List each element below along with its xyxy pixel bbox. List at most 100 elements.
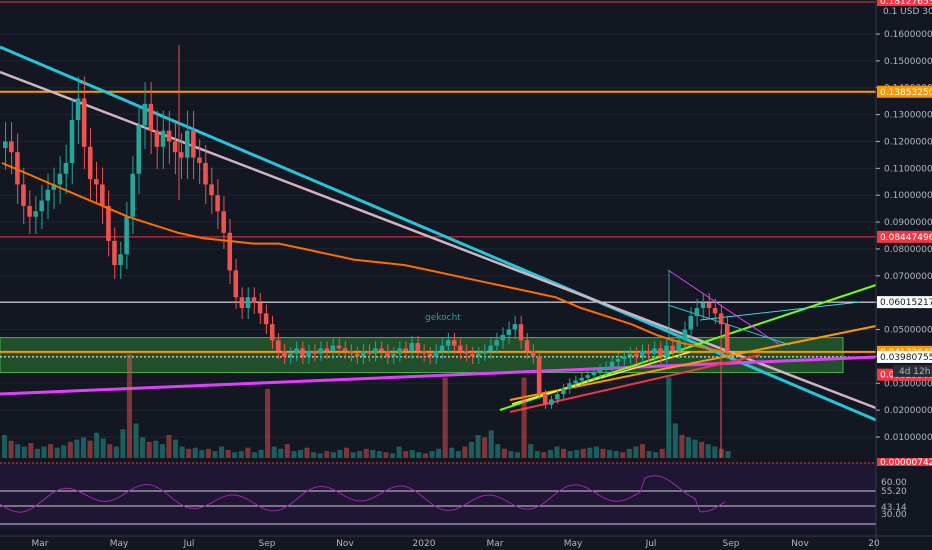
volume-bar — [607, 449, 613, 458]
volume-bar — [462, 446, 468, 458]
candle-body — [57, 173, 63, 185]
candle-body — [215, 195, 220, 212]
volume-bar — [48, 444, 54, 458]
volume-bar — [225, 449, 231, 458]
candle-body — [27, 205, 32, 217]
candle-body — [615, 359, 621, 362]
x-tick-label: 2020 — [413, 539, 436, 549]
candle-body — [373, 348, 378, 354]
candle-body — [579, 377, 584, 381]
candle-body — [627, 353, 633, 357]
candle-body — [458, 345, 463, 352]
candle-body — [197, 157, 202, 163]
candle-body — [100, 184, 105, 206]
candle-body — [124, 216, 129, 255]
candle-body — [585, 375, 590, 378]
candle-body — [300, 348, 305, 357]
volume-bar — [304, 447, 310, 458]
gekocht-annotation: gekocht — [425, 313, 461, 323]
price-tags: 0.138532500.084474960.060152170.04172649… — [877, 85, 932, 520]
volume-bar — [120, 429, 126, 458]
volume-bar — [659, 448, 665, 458]
candle-body — [549, 399, 554, 405]
volume-bar — [159, 444, 165, 458]
volume-bar — [475, 435, 481, 458]
volume-bar — [284, 444, 290, 458]
volume-bar — [61, 445, 67, 458]
volume-bar — [245, 447, 251, 458]
candle-body — [63, 162, 69, 174]
candle-body — [664, 345, 669, 357]
candle-body — [94, 179, 99, 185]
candle-body — [112, 240, 117, 266]
x-tick-label: Nov — [336, 539, 354, 549]
volume-bar — [126, 354, 133, 458]
rsi-line-layer — [0, 475, 726, 513]
candle-body — [403, 348, 408, 352]
candle-body — [494, 340, 499, 346]
ema-line-layer — [1, 162, 733, 355]
candle-body — [591, 372, 597, 376]
volume-bar — [528, 444, 534, 458]
candle-body — [391, 353, 396, 357]
candle-body — [445, 340, 451, 346]
x-tick-label: Sep — [259, 539, 276, 549]
candle-body — [312, 351, 317, 354]
volume-bar — [692, 439, 698, 458]
volume-bar — [100, 438, 106, 458]
volume-bar — [172, 439, 179, 458]
candle-body — [269, 324, 275, 341]
candlesticks-layer — [3, 45, 730, 458]
top-price-tag-label: 0.18127653 — [880, 0, 932, 7]
volume-bar — [501, 448, 507, 458]
candle-body — [433, 351, 439, 357]
bottom-price-tag-label: 0.00000742 — [880, 458, 932, 468]
candle-body — [136, 125, 142, 174]
volume-bar — [639, 444, 646, 458]
price-tag — [877, 85, 932, 98]
volume-bar — [593, 446, 599, 458]
volume-bar — [429, 451, 435, 458]
candle-body — [172, 141, 178, 153]
candle-body — [597, 369, 603, 373]
volume-bar — [679, 435, 685, 458]
candle-body — [360, 351, 366, 357]
price-axis: 0.160000000.150000000.140000000.13000000… — [876, 0, 932, 443]
volume-bar — [94, 432, 100, 458]
candle-body — [694, 308, 700, 317]
volume-bar — [383, 452, 389, 458]
candle-body — [69, 119, 75, 163]
candle-body — [324, 348, 330, 352]
candle-body — [682, 329, 688, 341]
candle-body — [330, 345, 336, 352]
volume-bar — [179, 446, 185, 458]
candle-body — [724, 324, 730, 352]
candle-body — [191, 130, 196, 158]
volume-bar — [41, 446, 47, 458]
volume-bar — [495, 444, 501, 458]
volume-bar — [153, 440, 159, 458]
x-tick-label: Nov — [791, 539, 809, 549]
volume-bar — [482, 437, 488, 458]
bottom-price-tag — [877, 458, 932, 466]
price-tag-label: 0.08447496 — [880, 233, 932, 243]
volume-bar — [574, 449, 580, 458]
x-tick-label: Jul — [645, 539, 657, 549]
volume-bar — [666, 377, 672, 458]
candle-body — [379, 348, 384, 352]
volume-bar — [422, 453, 428, 458]
volume-bar — [396, 446, 402, 458]
volume-bar — [192, 447, 198, 458]
volume-bar — [324, 451, 330, 458]
candle-body — [536, 356, 542, 395]
rsi-pane — [0, 463, 876, 529]
candle-body — [652, 348, 657, 354]
volume-bar — [67, 441, 73, 458]
candle-body — [142, 103, 148, 126]
volume-bar — [166, 435, 172, 458]
volume-bar — [613, 451, 619, 458]
